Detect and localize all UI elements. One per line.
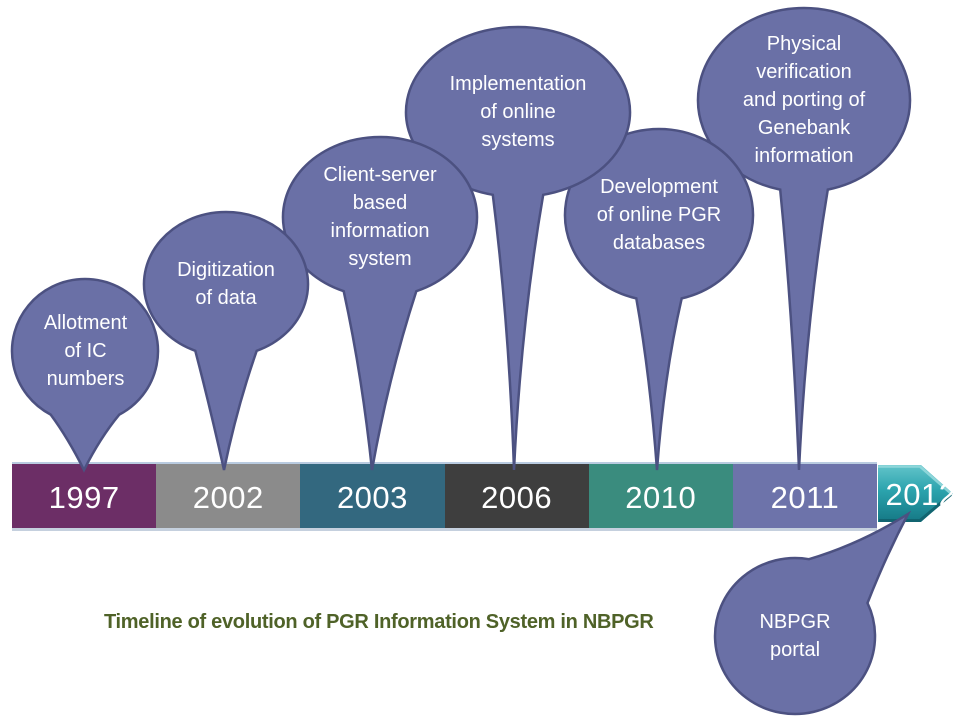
balloon-label-2006: Implementation of online systems xyxy=(406,27,630,197)
balloon-label-1997: Allotment of IC numbers xyxy=(13,280,158,422)
segment-2010: 2010 xyxy=(588,464,733,528)
balloon-label-nbpgr-portal: NBPGR portal xyxy=(715,558,875,714)
year-label-1997: 1997 xyxy=(48,479,120,515)
balloon-text-2010: Development of online PGR databases xyxy=(596,176,722,254)
year-label-2011: 2011 xyxy=(770,479,840,515)
segment-2011: 2011 xyxy=(732,464,878,528)
balloon-label-2003: Client-server based information system xyxy=(283,137,477,297)
balloon-text-nbpgr-portal: NBPGR portal xyxy=(759,611,831,661)
year-label-2006: 2006 xyxy=(481,479,553,515)
balloon-text-2011: Physical verification and porting of Gen… xyxy=(742,33,866,167)
timeline-bar: 1997 2002 2003 2006 2010 2011 xyxy=(12,462,878,531)
segment-2002: 2002 xyxy=(156,464,301,528)
year-label-2010: 2010 xyxy=(625,479,697,515)
balloon-label-2002: Digitization of data xyxy=(144,212,308,356)
balloon-label-2010: Development of online PGR databases xyxy=(565,129,753,301)
segment-2012: 2012 xyxy=(880,465,956,522)
balloon-label-2011: Physical verification and porting of Gen… xyxy=(698,8,910,192)
balloon-text-1997: Allotment of IC numbers xyxy=(43,312,128,390)
year-label-2003: 2003 xyxy=(336,479,408,515)
segment-1997: 1997 xyxy=(12,464,157,528)
balloon-text-2002: Digitization of data xyxy=(177,259,275,309)
balloon-text-2003: Client-server based information system xyxy=(323,164,437,270)
segment-2006: 2006 xyxy=(444,464,589,528)
year-label-2012: 2012 xyxy=(885,477,957,512)
slide-caption: Timeline of evolution of PGR Information… xyxy=(104,611,654,633)
segment-2003: 2003 xyxy=(300,464,445,528)
year-label-2002: 2002 xyxy=(192,479,264,515)
balloon-text-2006: Implementation of online systems xyxy=(449,73,587,151)
